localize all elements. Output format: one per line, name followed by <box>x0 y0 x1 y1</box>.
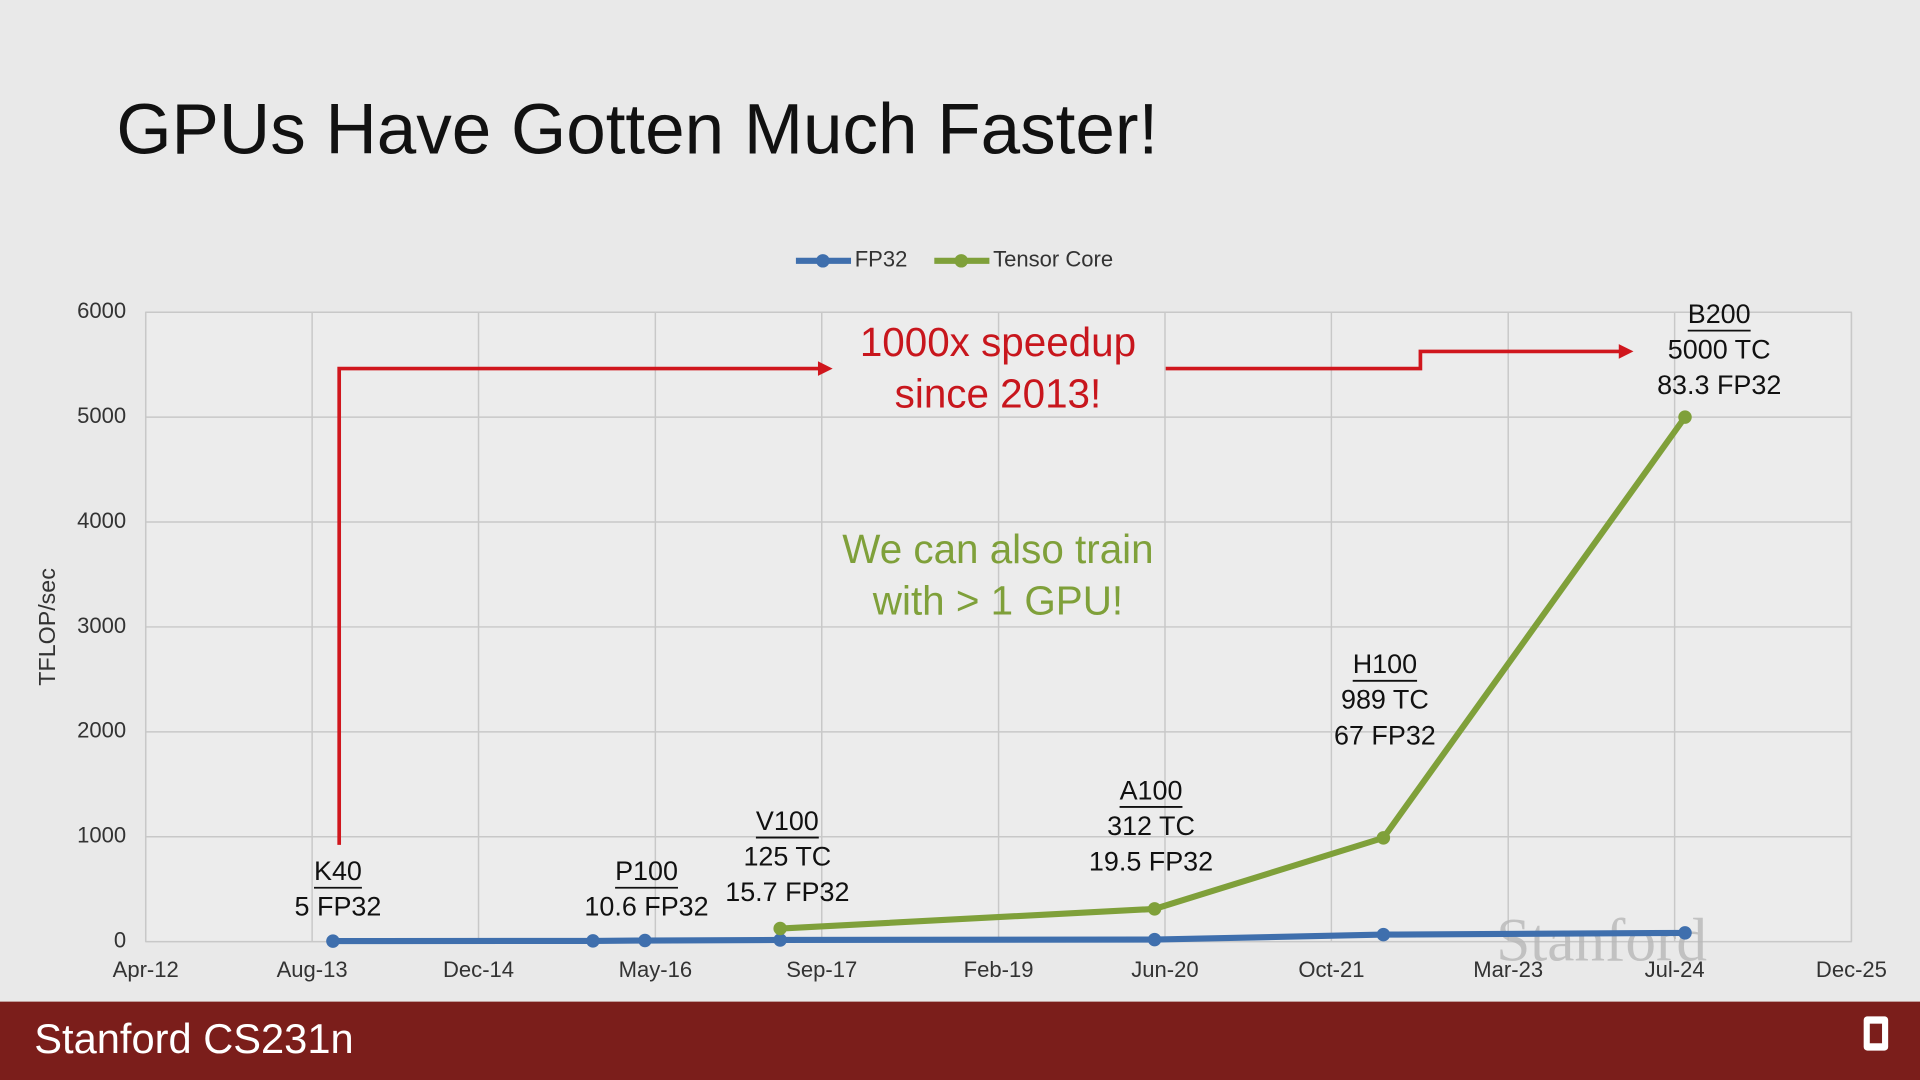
x-tick-label: Feb-19 <box>964 957 1034 982</box>
arrow <box>337 366 823 845</box>
data-point <box>326 934 340 948</box>
legend-label: FP32 <box>855 247 908 272</box>
arrow <box>1165 349 1623 371</box>
series-line <box>779 415 1688 932</box>
x-tick-label: Apr-12 <box>113 957 179 982</box>
data-point <box>1678 926 1692 940</box>
x-tick-label: Sep-17 <box>786 957 857 982</box>
gpu-spec: 83.3 FP32 <box>1657 370 1781 400</box>
gpu-name: K40 <box>314 856 362 886</box>
gpu-name: A100 <box>1120 775 1183 805</box>
x-tick-label: Aug-13 <box>277 957 348 982</box>
legend-item: Tensor Core <box>934 247 1113 272</box>
slide-title: GPUs Have Gotten Much Faster! <box>116 90 1158 169</box>
y-axis-label: TFLOP/sec <box>34 568 60 686</box>
gpu-spec: 989 TC <box>1341 685 1429 715</box>
footer-bar <box>0 1001 1920 1080</box>
gpu-name: P100 <box>615 856 678 886</box>
y-tick-label: 2000 <box>77 718 126 743</box>
x-tick-label: Oct-21 <box>1298 957 1364 982</box>
legend-marker <box>816 254 830 268</box>
gpu-name: B200 <box>1688 299 1751 329</box>
data-point <box>773 933 787 947</box>
x-tick-label: Jul-24 <box>1645 957 1705 982</box>
x-tick-label: Jun-20 <box>1131 957 1198 982</box>
annotation: We can also train <box>842 526 1153 572</box>
annotation: with > 1 GPU! <box>872 577 1123 623</box>
logo <box>1863 1016 1889 1051</box>
gpu-name: V100 <box>756 806 819 836</box>
gpu-spec: 10.6 FP32 <box>584 892 708 922</box>
arrow-head <box>1618 344 1634 359</box>
gpu-spec: 5 FP32 <box>295 892 382 922</box>
logo-shape <box>1869 1023 1883 1044</box>
gpu-spec: 312 TC <box>1107 811 1195 841</box>
data-point <box>1376 927 1391 942</box>
data-point <box>1147 932 1162 947</box>
arrow-head <box>817 361 833 376</box>
legend-label: Tensor Core <box>993 247 1113 272</box>
data-point <box>638 933 652 948</box>
data-point <box>773 921 787 936</box>
x-tick-label: May-16 <box>619 957 692 982</box>
legend-item: FP32 <box>795 247 908 272</box>
x-tick-label: Dec-14 <box>443 957 514 982</box>
data-point <box>586 934 600 948</box>
data-point <box>1147 902 1162 916</box>
x-tick-label: Mar-23 <box>1473 957 1543 982</box>
y-tick-label: 1000 <box>77 823 126 848</box>
y-tick-label: 3000 <box>77 613 126 638</box>
legend-marker <box>954 254 968 268</box>
x-tick-label: Dec-25 <box>1816 957 1887 982</box>
y-tick-label: 5000 <box>77 403 126 428</box>
y-tick-label: 6000 <box>77 298 126 323</box>
y-tick-label: 4000 <box>77 508 126 533</box>
y-tick-label: 0 <box>114 927 126 952</box>
data-point <box>1678 410 1692 424</box>
gpu-spec: 15.7 FP32 <box>725 877 849 907</box>
gpu-spec: 67 FP32 <box>1334 720 1436 750</box>
gpu-spec: 125 TC <box>743 841 831 871</box>
annotation: 1000x speedup <box>860 319 1136 365</box>
data-point <box>1376 831 1391 845</box>
gpu-spec: 5000 TC <box>1668 335 1771 365</box>
watermark: Stanford <box>1496 907 1707 975</box>
footer-text: Stanford CS231n <box>34 1015 353 1062</box>
plot: 0 1000 2000 3000 4000 5000 6000 Apr-12 Aug-13 Dec… <box>34 247 1887 982</box>
gpu-spec: 19.5 FP32 <box>1089 846 1213 876</box>
annotation: since 2013! <box>895 370 1102 416</box>
gpu-name: H100 <box>1353 649 1417 679</box>
